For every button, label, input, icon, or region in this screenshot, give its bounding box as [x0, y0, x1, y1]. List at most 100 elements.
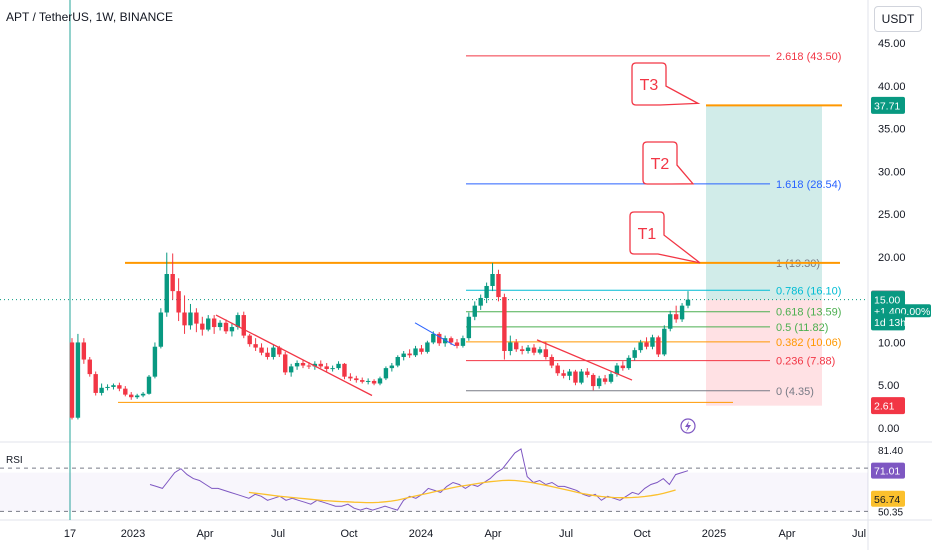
- candle-body: [383, 368, 389, 379]
- candle-body: [602, 378, 608, 382]
- price-tick-label: 20.00: [878, 252, 906, 264]
- time-tick-label: Apr: [778, 528, 795, 540]
- candle-body: [348, 376, 353, 379]
- rsi-ma-line: [248, 479, 676, 504]
- candle-body: [608, 374, 614, 382]
- rsi-indicator-label: RSI: [6, 455, 23, 466]
- candle-body: [626, 357, 631, 369]
- target-callout-label: T2: [651, 156, 670, 173]
- candle-body: [407, 353, 412, 356]
- candle-body: [300, 362, 306, 366]
- candle-body: [460, 338, 466, 346]
- candle-body: [614, 365, 620, 375]
- fib-level-label: 1.618 (28.54): [776, 179, 841, 191]
- price-tick-label: 5.00: [878, 380, 899, 392]
- candle-body: [288, 366, 294, 373]
- candle-body: [217, 322, 223, 328]
- candle-body: [146, 376, 152, 394]
- price-badge-text: 2.61: [874, 401, 895, 413]
- candle-body: [389, 365, 395, 369]
- candle-body: [158, 312, 164, 347]
- candle-body: [87, 359, 92, 375]
- trend-line: [414, 322, 456, 347]
- candle-body: [69, 342, 75, 418]
- candle-body: [312, 363, 318, 367]
- time-tick-label: Apr: [196, 528, 213, 540]
- candle-body: [620, 365, 626, 369]
- candle-body: [413, 348, 418, 356]
- candle-body: [152, 346, 158, 377]
- candle-body: [182, 312, 187, 326]
- candle-body: [75, 342, 81, 418]
- candle-body: [117, 385, 122, 389]
- price-badge: [871, 397, 905, 415]
- candle-body: [638, 342, 643, 351]
- candle-body: [484, 285, 489, 298]
- candle-body: [123, 388, 128, 395]
- candle-body: [437, 333, 442, 344]
- fib-level-label: 0.236 (7.88): [776, 356, 835, 368]
- candle-body: [247, 335, 252, 345]
- target-callout: [629, 211, 701, 264]
- rsi-ma-badge: [871, 490, 905, 507]
- candle-body: [265, 352, 270, 357]
- rsi-value-badge: [871, 462, 905, 479]
- candle-body: [253, 344, 258, 348]
- candle-body: [306, 365, 312, 367]
- time-tick-label: Jul: [271, 528, 285, 540]
- candle-body: [342, 363, 347, 377]
- candle-body: [567, 371, 572, 376]
- candle-body: [555, 365, 560, 374]
- candle-body: [395, 356, 400, 366]
- price-tick-label: 40.00: [878, 81, 906, 93]
- target-zone: [706, 105, 822, 300]
- fib-level-label: 0.382 (10.06): [776, 337, 841, 349]
- target-callout-label: T1: [638, 226, 657, 243]
- time-tick-label: Jul: [852, 528, 866, 540]
- candle-body: [656, 337, 661, 355]
- candle-body: [318, 363, 323, 367]
- time-tick-label: 2025: [702, 528, 726, 540]
- candle-body: [377, 378, 383, 384]
- candle-body: [365, 380, 371, 382]
- candle-body: [685, 299, 691, 306]
- candle-body: [259, 347, 264, 353]
- candle-body: [336, 363, 341, 369]
- currency-selector-button[interactable]: USDT: [874, 6, 922, 32]
- candle-body: [211, 318, 217, 328]
- candle-body: [478, 297, 483, 306]
- candle-body: [561, 373, 566, 376]
- price-badge: [871, 291, 905, 309]
- time-tick-label: Oct: [340, 528, 357, 540]
- candle-body: [401, 353, 406, 357]
- rsi-line: [149, 448, 689, 511]
- stop-zone: [706, 299, 822, 406]
- candle-body: [454, 342, 460, 346]
- candle-body: [525, 347, 531, 351]
- candle-body: [134, 395, 140, 398]
- rsi-value-badge-text: 71.01: [874, 466, 900, 478]
- candle-body: [129, 394, 134, 398]
- candle-body: [93, 374, 98, 393]
- candle-body: [99, 387, 104, 393]
- symbol-title: APT / TetherUS, 1W, BINANCE: [6, 10, 173, 24]
- candle-body: [229, 327, 235, 332]
- candle-body: [294, 362, 300, 367]
- time-tick-label: 2023: [121, 528, 145, 540]
- candle-body: [271, 347, 276, 357]
- candle-body: [644, 342, 649, 347]
- candle-body: [514, 342, 519, 350]
- candle-body: [170, 274, 175, 292]
- target-callout-label: T3: [640, 77, 659, 94]
- candle-body: [235, 315, 241, 328]
- candle-body: [490, 274, 495, 286]
- candle-body: [223, 322, 229, 332]
- candle-body: [241, 315, 246, 336]
- candle-body: [277, 347, 282, 355]
- candle-body: [679, 305, 685, 320]
- rsi-ma-badge-text: 56.74: [874, 494, 900, 506]
- rsi-tick-label: 81.40: [878, 446, 903, 457]
- price-tick-label: 30.00: [878, 166, 906, 178]
- fib-level-label: 0.5 (11.82): [776, 322, 828, 334]
